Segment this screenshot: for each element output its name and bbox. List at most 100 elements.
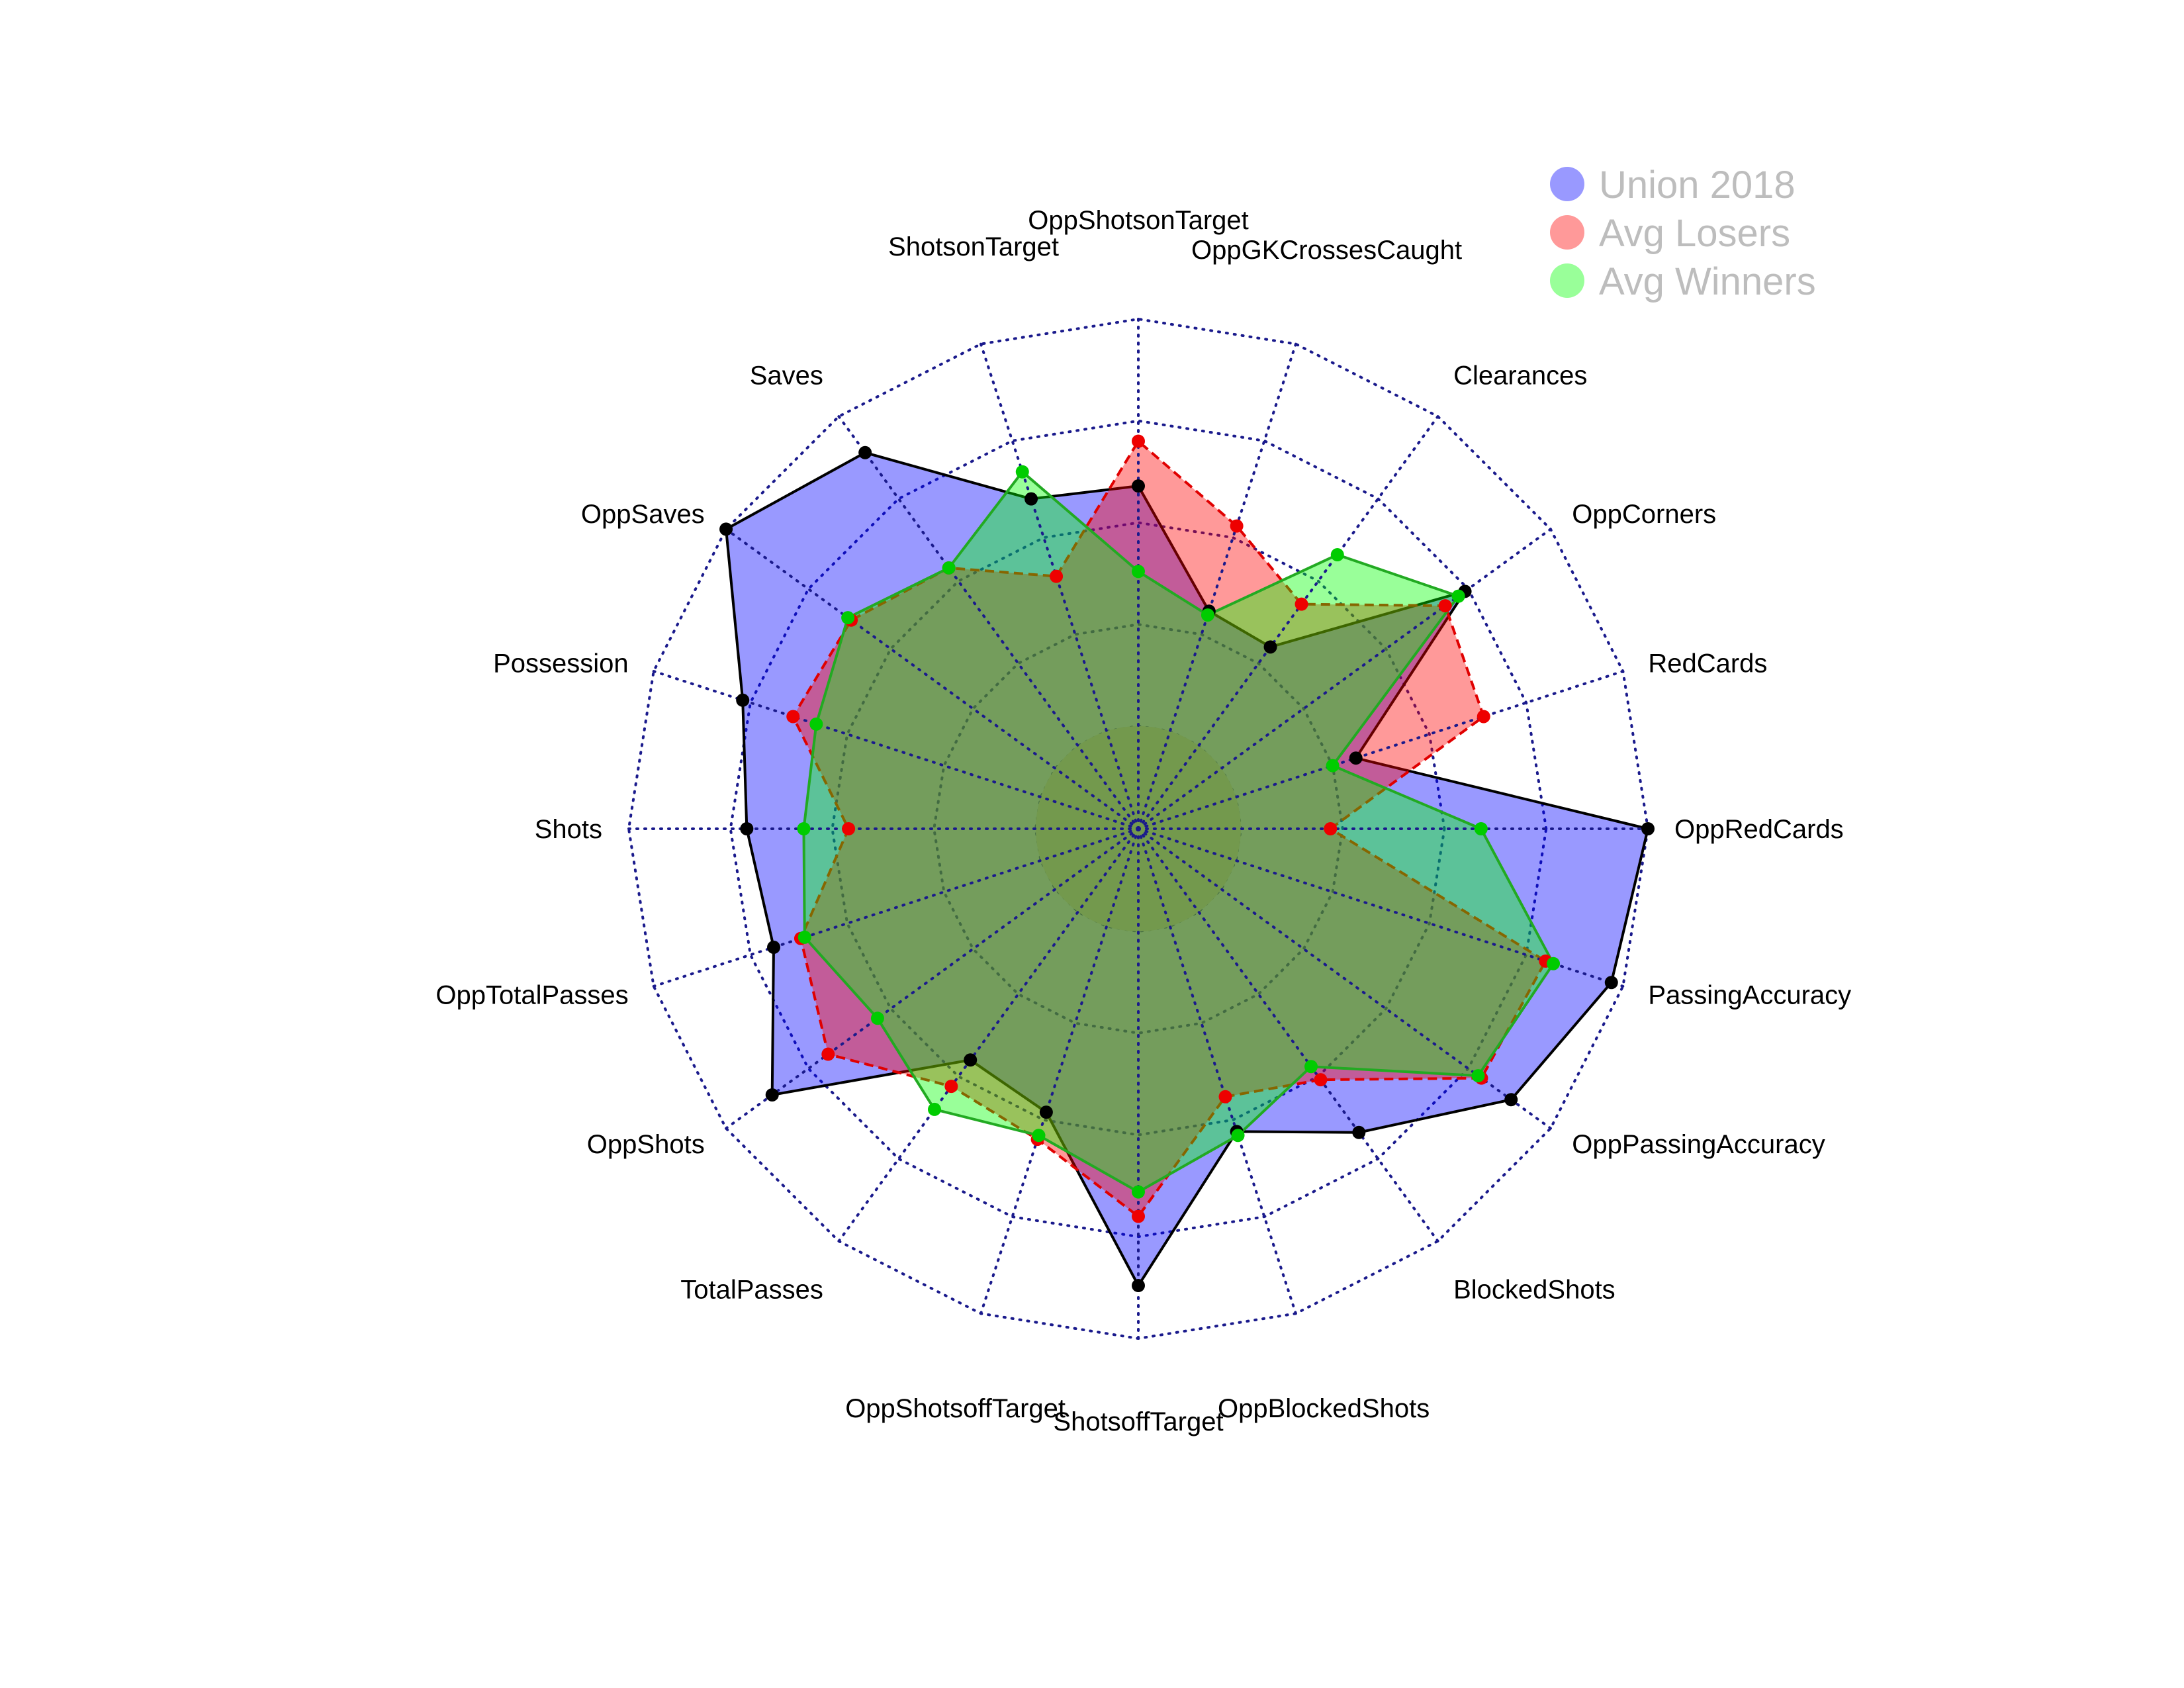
data-point-0 [1641,822,1655,835]
axis-label: OppRedCards [1674,815,1844,844]
legend-label: Avg Winners [1599,260,1816,303]
data-point-1 [1314,1073,1328,1087]
data-point-1 [786,710,800,724]
data-point-1 [1438,599,1452,613]
data-point-0 [767,941,781,955]
data-point-1 [1050,569,1064,583]
data-point-0 [740,822,754,835]
data-point-0 [858,445,872,459]
grid-ring [831,521,1446,1137]
grid-spoke [725,528,1140,830]
data-point-2 [1304,1060,1318,1074]
data-point-1 [1132,434,1145,448]
data-point-2 [1471,1069,1485,1083]
grid-spoke [652,670,1140,830]
axis-label: Shots [535,815,602,844]
axis-label: Possession [493,649,629,679]
data-point-1 [1477,710,1490,724]
data-point-0 [1352,1125,1366,1139]
data-point-2 [1330,548,1344,562]
legend-label: Union 2018 [1599,164,1796,207]
data-point-2 [1547,957,1561,970]
grid-spoke [1137,827,1297,1315]
axis-label: BlockedShots [1453,1275,1615,1304]
axis-label: OppPassingAccuracy [1572,1130,1825,1159]
data-point-0 [1132,479,1145,493]
axis-label: OppGKCrossesCaught [1191,236,1462,265]
legend-swatch [1550,215,1584,250]
grid-spoke [979,342,1140,830]
data-point-1 [1132,1209,1145,1223]
data-point-2 [797,930,811,944]
data-point-0 [1604,976,1618,990]
data-point-2 [841,611,855,625]
data-point-0 [1024,492,1038,506]
legend-label: Avg Losers [1599,212,1790,255]
axis-labels: OppRedCards RedCards OppCorners Clearances O… [435,206,1851,1436]
data-point-2 [942,561,956,575]
grid-spoke [1137,415,1439,830]
axis-label: OppShotsonTarget [1028,206,1249,235]
data-point-2 [1231,1129,1245,1143]
data-point-2 [1326,759,1340,773]
data-point-1 [1218,1090,1232,1103]
grid-spoke [1137,827,1552,1130]
radar-grid-rings [627,317,1650,1340]
grid-spoke [837,415,1140,830]
data-point-2 [1132,1185,1145,1199]
data-point-2 [1032,1129,1046,1143]
grid-spoke [652,827,1140,988]
legend-swatch [1550,263,1584,298]
grid-spoke [1137,528,1552,830]
data-point-1 [821,1047,835,1061]
data-point-0 [1263,640,1277,654]
grid-spoke [837,827,1140,1243]
axis-label: ShotsonTarget [888,232,1059,261]
data-point-2 [1201,608,1214,622]
axis-label: PassingAccuracy [1648,980,1851,1009]
data-point-1 [842,822,856,835]
grid-spoke [725,827,1140,1130]
data-point-1 [944,1080,958,1094]
radar-points [719,434,1655,1293]
grid-spoke [1137,670,1625,830]
data-point-2 [1451,589,1465,603]
grid-ring [627,317,1650,1340]
axis-label: OppCorners [1572,500,1716,529]
data-point-2 [797,822,811,835]
grid-spoke [1137,827,1625,988]
data-point-2 [928,1102,942,1116]
data-point-1 [1295,597,1308,611]
axis-label: RedCards [1648,649,1767,679]
grid-spoke [1137,827,1439,1243]
data-point-0 [736,693,750,707]
data-point-0 [765,1088,779,1102]
data-point-1 [1324,822,1338,835]
data-point-2 [1132,565,1145,579]
axis-label: TotalPasses [680,1275,823,1304]
axis-label: OppTotalPasses [435,980,628,1009]
axis-label: OppShotsoffTarget [845,1394,1066,1423]
axis-label: Clearances [1453,361,1587,391]
grid-ring [933,623,1344,1035]
data-point-2 [1015,465,1029,479]
axis-label: Saves [750,361,823,391]
axis-label: OppSaves [581,500,705,529]
data-point-2 [870,1011,884,1025]
data-point-0 [1132,1279,1145,1293]
data-point-2 [1474,822,1488,835]
axis-label: OppShots [587,1130,705,1159]
data-point-0 [1349,751,1363,765]
grid-spoke [979,827,1140,1315]
data-point-0 [1039,1105,1053,1119]
data-point-0 [719,522,733,536]
data-point-2 [809,717,823,731]
legend: Union 2018 Avg Losers Avg Winners [1550,164,1816,303]
axis-label: ShotsoffTarget [1053,1407,1223,1436]
data-point-0 [1504,1093,1518,1107]
grid-spoke [1137,342,1297,830]
legend-swatch [1550,167,1584,201]
data-point-1 [1230,519,1244,533]
axis-label: OppBlockedShots [1218,1394,1430,1423]
